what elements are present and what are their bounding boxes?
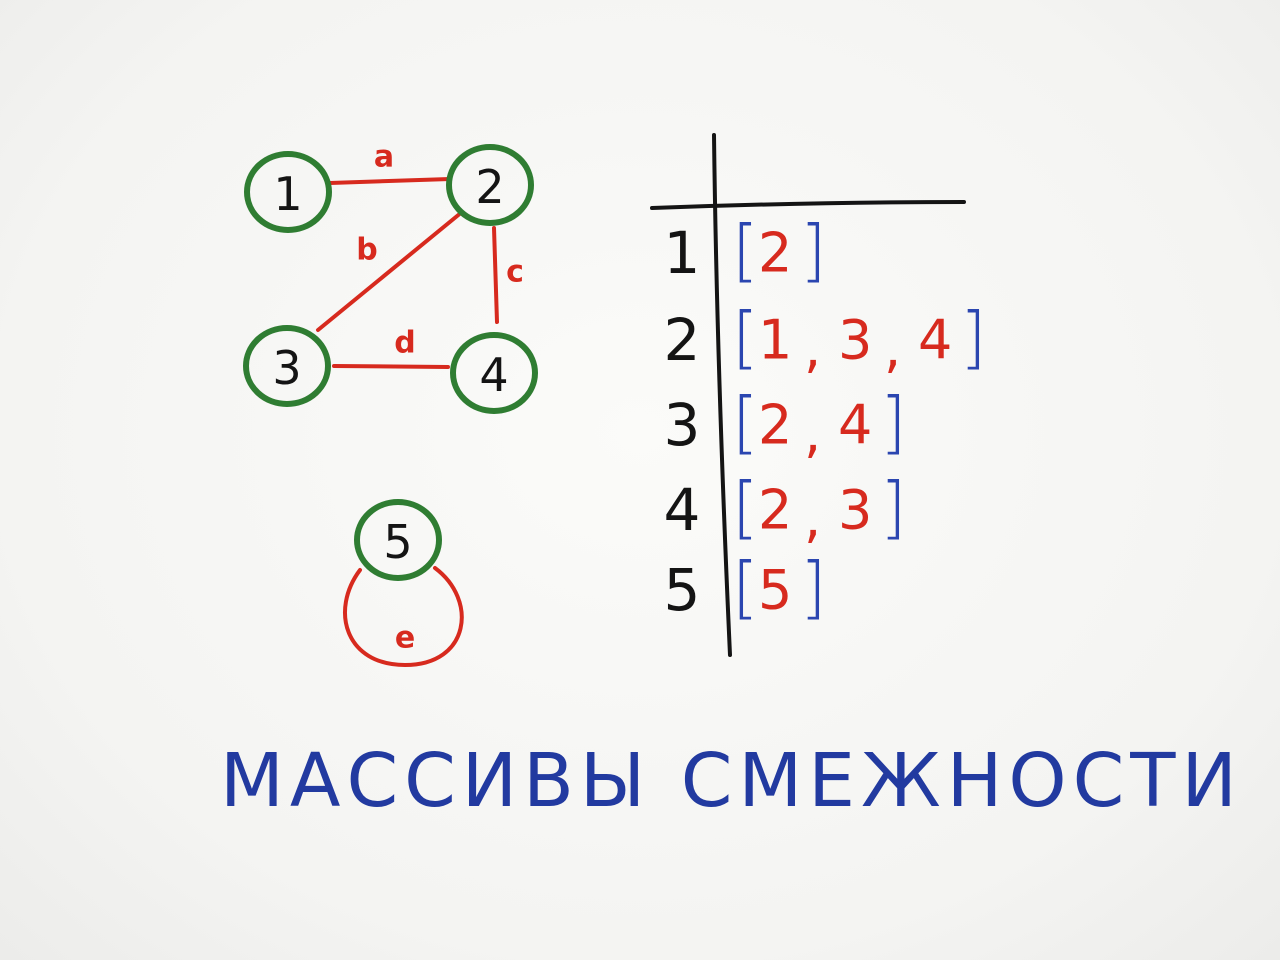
row-vertex-label: 5: [664, 556, 701, 624]
node-label-1: 1: [273, 167, 302, 221]
node-label-4: 4: [479, 348, 508, 402]
row-vertex-label: 1: [664, 219, 701, 287]
caption-title: МАССИВЫ СМЕЖНОСТИ: [220, 738, 1243, 824]
neighbor-value: 5: [758, 559, 792, 622]
open-bracket: [: [732, 299, 759, 378]
neighbor-value: 2: [758, 222, 792, 285]
row-vertex-label: 4: [664, 476, 701, 544]
row-vertex-label: 2: [664, 306, 701, 374]
edges-layer: a b c d e: [316, 140, 524, 668]
node-ring-1: [244, 151, 332, 233]
table-row-1: 1 [2]: [664, 212, 827, 291]
close-bracket: ]: [960, 299, 987, 378]
node-1: 1: [244, 151, 332, 233]
neighbor-value: 2: [758, 479, 792, 542]
node-4: 4: [450, 332, 538, 414]
edge-d: [332, 364, 450, 369]
neighbor-separator: ,: [884, 317, 901, 380]
node-ring-5: [354, 499, 442, 581]
node-3: 3: [243, 325, 331, 407]
edge-label-e: e: [395, 621, 415, 656]
node-2: 2: [446, 144, 534, 226]
node-5: 5: [354, 499, 442, 581]
edge-b: [316, 210, 464, 332]
adjacency-table: 1[2]2[1, 3, 4]3[2, 4]4[2, 3]5[5]: [650, 133, 987, 657]
nodes-layer: 1 2 3 4 5: [243, 144, 538, 581]
neighbor-value: 3: [838, 479, 872, 542]
edge-label-d: d: [394, 326, 415, 361]
table-row-3: 3 [2, 4]: [664, 384, 907, 465]
table-row-4: 4 [2, 3]: [664, 469, 907, 550]
neighbor-separator: ,: [804, 402, 821, 465]
edge-label-b: b: [356, 233, 377, 268]
node-label-2: 2: [475, 160, 504, 214]
open-bracket: [: [732, 384, 759, 463]
table-horizontal-rule: [650, 200, 966, 210]
neighbor-separator: ,: [804, 487, 821, 550]
edge-c: [492, 226, 499, 324]
open-bracket: [: [732, 549, 759, 628]
node-ring-3: [243, 325, 331, 407]
close-bracket: ]: [800, 549, 827, 628]
neighbor-separator: ,: [804, 317, 821, 380]
node-label-5: 5: [383, 515, 412, 569]
table-row-5: 5[5]: [664, 549, 827, 628]
row-vertex-label: 3: [664, 391, 701, 459]
neighbor-value: 4: [838, 394, 872, 457]
node-ring-2: [446, 144, 534, 226]
edge-e-loop: [343, 566, 464, 668]
open-bracket: [: [732, 212, 759, 291]
close-bracket: ]: [880, 469, 907, 548]
neighbor-value: 3: [838, 309, 872, 372]
edge-a: [328, 177, 452, 185]
neighbor-value: 4: [918, 309, 952, 372]
edge-label-a: a: [374, 140, 394, 175]
node-label-3: 3: [272, 341, 301, 395]
close-bracket: ]: [800, 212, 827, 291]
edge-label-c: c: [506, 255, 524, 290]
close-bracket: ]: [880, 384, 907, 463]
neighbor-value: 1: [758, 309, 792, 372]
table-row-2: 2[1, 3, 4]: [664, 299, 987, 380]
open-bracket: [: [732, 469, 759, 548]
neighbor-value: 2: [758, 394, 792, 457]
table-vertical-rule: [712, 133, 732, 657]
node-ring-4: [450, 332, 538, 414]
